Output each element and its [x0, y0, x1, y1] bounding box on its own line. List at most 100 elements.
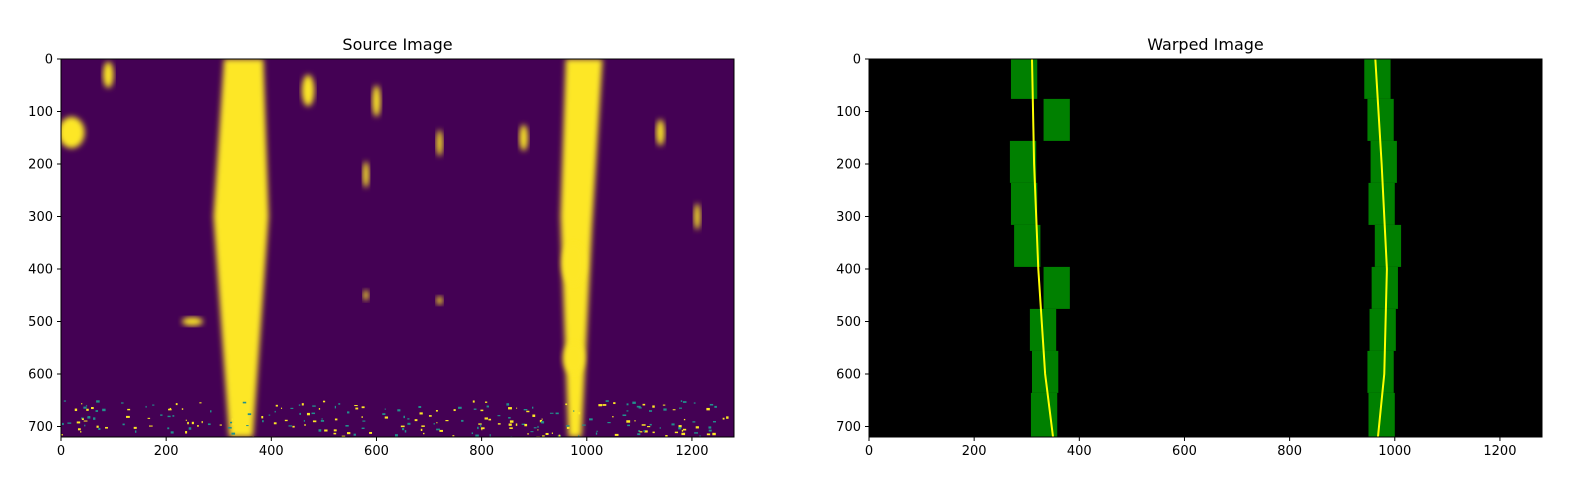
warped-image-plot-area	[869, 59, 1542, 437]
y-tick-label: 600	[836, 368, 861, 383]
noise-speck	[102, 408, 106, 412]
noise-speck	[706, 433, 711, 436]
noise-speck	[382, 413, 386, 415]
noise-speck	[170, 431, 174, 434]
y-tick-label: 400	[836, 263, 861, 278]
noise-speck	[706, 407, 710, 411]
noise-speck	[369, 431, 373, 434]
noise-speck	[526, 410, 530, 413]
noise-speck	[354, 405, 358, 407]
noise-speck	[85, 405, 88, 407]
noise-speck	[274, 410, 276, 413]
y-tick-label: 500	[28, 315, 53, 330]
noise-speck	[187, 421, 189, 425]
feature-blob	[562, 242, 586, 285]
noise-speck	[407, 418, 410, 420]
noise-speck	[239, 421, 242, 424]
noise-speck	[452, 435, 455, 437]
feature-blob	[436, 129, 443, 157]
noise-speck	[134, 430, 137, 433]
noise-speck	[565, 403, 568, 406]
noise-speck	[321, 418, 323, 420]
feature-blob	[436, 296, 443, 305]
noise-speck	[384, 416, 389, 419]
noise-speck	[539, 419, 543, 423]
noise-speck	[228, 426, 232, 429]
feature-blob	[103, 61, 114, 88]
noise-speck	[67, 422, 72, 424]
noise-speck	[262, 420, 264, 423]
noise-speck	[692, 421, 696, 423]
noise-speck	[613, 402, 616, 405]
noise-speck	[77, 428, 81, 431]
noise-speck	[695, 426, 699, 429]
noise-speck	[210, 410, 212, 413]
noise-speck	[81, 403, 83, 405]
y-tick-label: 0	[853, 53, 861, 68]
y-tick-label: 400	[28, 263, 53, 278]
noise-speck	[81, 418, 84, 420]
noise-speck	[414, 419, 418, 422]
noise-speck	[433, 423, 435, 425]
noise-speck	[480, 409, 484, 412]
feature-blob	[181, 317, 203, 326]
noise-speck	[80, 431, 82, 433]
noise-speck	[555, 412, 559, 415]
sliding-window	[1043, 266, 1070, 309]
source-image-panel: Source Image 0 200 400 600 800 1000 1200 0 100 2…	[28, 35, 735, 459]
noise-speck	[649, 423, 652, 426]
noise-speck	[639, 431, 643, 433]
noise-speck	[435, 410, 438, 412]
y-tick-label: 300	[836, 210, 861, 225]
noise-speck	[461, 419, 464, 422]
noise-speck	[681, 432, 686, 436]
noise-speck	[121, 402, 124, 404]
noise-speck	[508, 417, 511, 419]
noise-speck	[247, 413, 252, 416]
noise-speck	[172, 415, 175, 417]
noise-speck	[642, 403, 646, 406]
noise-speck	[643, 430, 646, 432]
noise-speck	[693, 402, 696, 404]
x-tick-label: 0	[57, 444, 65, 459]
noise-speck	[694, 432, 698, 434]
noise-speck	[602, 404, 607, 406]
y-tick-label: 0	[45, 53, 53, 68]
noise-speck	[338, 403, 341, 405]
y-tick-label: 200	[836, 158, 861, 173]
sliding-window	[1367, 350, 1394, 393]
noise-speck	[341, 435, 346, 437]
noise-speck	[275, 404, 278, 407]
noise-speck	[207, 423, 211, 426]
noise-speck	[472, 400, 475, 403]
noise-speck	[418, 406, 422, 408]
noise-speck	[149, 425, 153, 427]
noise-speck	[355, 407, 359, 410]
noise-speck	[515, 423, 518, 426]
noise-speck	[197, 425, 199, 427]
x-tick-label: 200	[154, 444, 179, 459]
noise-speck	[145, 405, 147, 408]
noise-speck	[439, 429, 443, 432]
source-image-background	[61, 59, 734, 437]
warped-image-background	[869, 59, 1542, 437]
noise-speck	[407, 422, 411, 425]
noise-speck	[726, 416, 729, 419]
noise-speck	[509, 420, 514, 423]
warped-image-title: Warped Image	[1147, 35, 1264, 54]
noise-speck	[312, 405, 316, 407]
noise-speck	[644, 430, 648, 433]
x-tick-label: 1000	[1378, 444, 1411, 459]
feature-blob	[362, 161, 370, 188]
right-lane-band	[560, 59, 603, 437]
x-tick-label: 1200	[1483, 444, 1516, 459]
noise-speck	[506, 403, 510, 406]
noise-speck	[436, 428, 440, 431]
warped-image-y-axis: 0 100 200 300 400 500 600 700	[836, 53, 869, 435]
noise-speck	[682, 428, 687, 431]
noise-speck	[76, 421, 81, 424]
noise-speck	[634, 420, 636, 422]
feature-blob	[519, 124, 528, 151]
noise-speck	[652, 431, 655, 434]
noise-speck	[420, 428, 423, 432]
